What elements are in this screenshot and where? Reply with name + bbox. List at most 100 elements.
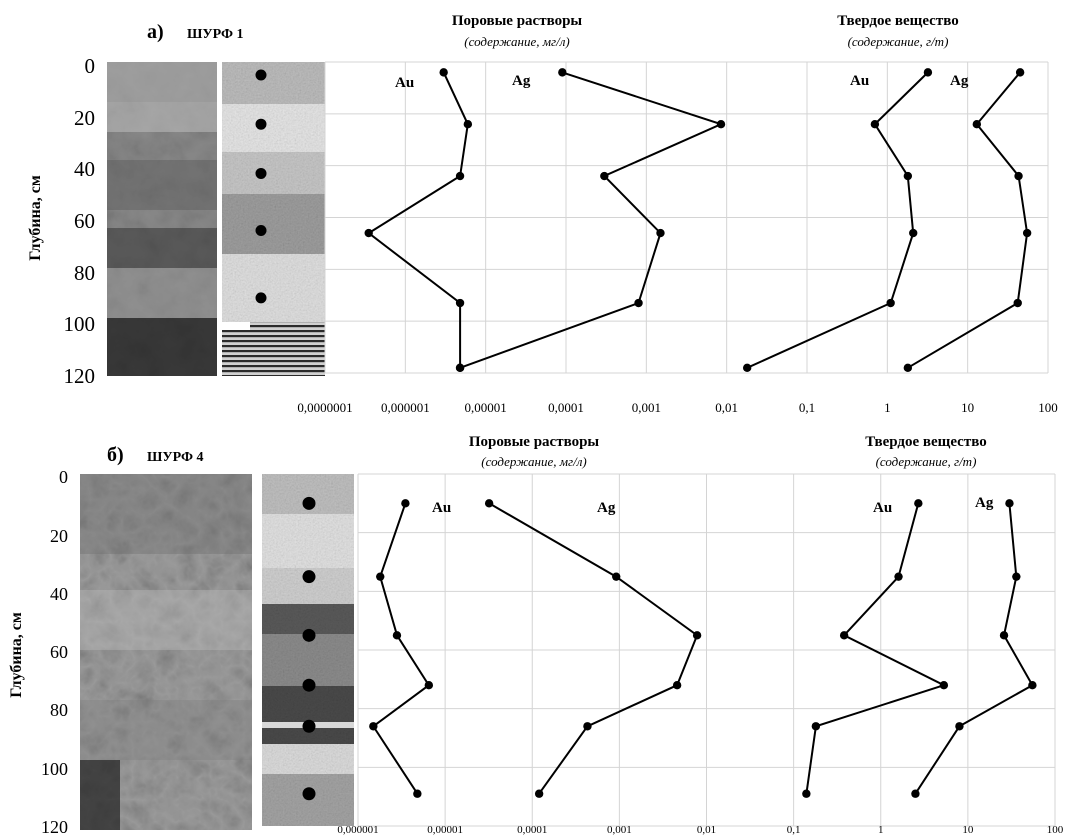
series-label-ag-pore-a: Ag [512, 73, 531, 89]
series-line [805, 503, 947, 794]
series-label-au-solid-b: Au [873, 500, 892, 516]
plot-area-b: 0,000001 0,00001 0,0001 0,001 0,01 0,1 1 10 100 [337, 473, 1064, 836]
sample-point-marker [302, 628, 316, 642]
y-tick-label: 0 [59, 467, 68, 487]
x-tick-label: 0,00001 [427, 824, 463, 836]
pore-subtitle-b: (содержание, мг/л) [481, 454, 586, 469]
x-tick-label: 0,000001 [381, 400, 430, 415]
data-point [955, 722, 964, 731]
y-tick-label: 120 [41, 817, 68, 837]
data-point [534, 789, 544, 798]
data-point [903, 363, 913, 373]
data-point [903, 171, 913, 181]
series-line [488, 502, 699, 795]
data-point [839, 631, 849, 640]
sample-point-marker [302, 496, 316, 510]
panel-a-letter: а) [147, 21, 164, 43]
x-tick-label: 0,0000001 [297, 400, 352, 415]
data-point [656, 228, 665, 238]
data-point [463, 120, 473, 129]
x-tick-label: 10 [961, 400, 974, 415]
x-tick-label: 0,01 [715, 400, 738, 415]
panel-b: б) ШУРФ 4 0 20 40 60 80 100 [8, 434, 1064, 837]
sample-point-marker [255, 167, 267, 179]
soil-photo-b [80, 474, 252, 830]
y-tick-label: 100 [41, 759, 68, 779]
data-point [583, 722, 592, 731]
data-point [811, 722, 821, 731]
data-point [558, 68, 567, 77]
data-point [612, 572, 621, 581]
y-tick-label: 100 [64, 312, 96, 336]
data-point [439, 68, 448, 77]
y-tick-label: 20 [74, 106, 95, 130]
y-tick-label: 20 [50, 526, 68, 546]
data-point [600, 171, 609, 181]
soil-column-a [222, 62, 325, 376]
x-tick-label: 100 [1038, 400, 1058, 415]
data-point [455, 363, 465, 373]
data-point [484, 499, 494, 508]
y-axis-label-b: Глубина, см [8, 612, 25, 698]
y-tick-label: 80 [50, 700, 68, 720]
series-label-ag-pore-b: Ag [597, 500, 616, 516]
y-axis-b: 0 20 40 60 80 100 120 [41, 467, 68, 837]
series-label-au-pore-a: Au [395, 75, 414, 91]
series-line [459, 71, 724, 369]
sample-point-marker [302, 787, 316, 801]
x-tick-label: 1 [878, 824, 884, 836]
series-line [366, 71, 469, 368]
x-tick-label: 1 [884, 400, 891, 415]
x-tick-label: 100 [1047, 824, 1064, 836]
sample-point-marker [255, 224, 267, 236]
sample-point-marker [302, 570, 316, 584]
series-line [914, 503, 1034, 795]
x-tick-label: 10 [962, 824, 974, 836]
data-point [634, 298, 643, 308]
x-tick-label: 0,000001 [337, 824, 378, 836]
y-tick-label: 40 [50, 584, 68, 604]
pore-title-b: Поровые растворы [469, 434, 600, 450]
data-point [1015, 68, 1025, 77]
x-tick-label: 0,1 [799, 400, 815, 415]
y-axis-a: 0 20 40 60 80 100 120 [64, 54, 96, 388]
pore-subtitle-a: (содержание, мг/л) [464, 34, 569, 49]
data-point [939, 681, 949, 690]
data-point [392, 631, 402, 640]
series-label-au-solid-a: Au [850, 73, 869, 89]
series-line [746, 71, 929, 369]
sample-point-marker [302, 719, 316, 733]
pore-title-a: Поровые растворы [452, 13, 583, 29]
x-tick-label: 0,001 [632, 400, 661, 415]
data-point [911, 789, 920, 798]
data-point [914, 499, 923, 508]
data-point [716, 120, 726, 129]
data-point [802, 789, 811, 798]
y-tick-label: 60 [50, 642, 68, 662]
y-tick-label: 40 [74, 157, 95, 181]
data-point [424, 681, 434, 690]
data-point [909, 228, 918, 238]
series-line [371, 502, 431, 795]
data-point [376, 572, 385, 581]
data-point [870, 120, 880, 129]
data-point [1013, 298, 1022, 308]
solid-subtitle-a: (содержание, г/т) [848, 34, 949, 49]
soil-photo-a [107, 62, 217, 376]
series-line [907, 71, 1029, 369]
data-point [999, 631, 1009, 640]
data-point [1028, 681, 1037, 690]
x-tick-label: 0,0001 [548, 400, 584, 415]
y-tick-label: 60 [74, 209, 95, 233]
data-point [1022, 228, 1032, 238]
panel-a: а) ШУРФ 1 0 20 40 60 80 [27, 13, 1058, 415]
x-tick-label: 0,01 [697, 824, 716, 836]
data-point [886, 298, 895, 308]
data-point [364, 228, 373, 238]
sample-point-marker [302, 678, 316, 692]
plot-area-a: 0,0000001 0,000001 0,00001 0,0001 0,001 0,01 0… [297, 61, 1058, 415]
data-point [672, 681, 682, 690]
data-point [972, 120, 982, 129]
solid-title-b: Твердое вещество [865, 434, 986, 450]
data-point [894, 572, 903, 581]
